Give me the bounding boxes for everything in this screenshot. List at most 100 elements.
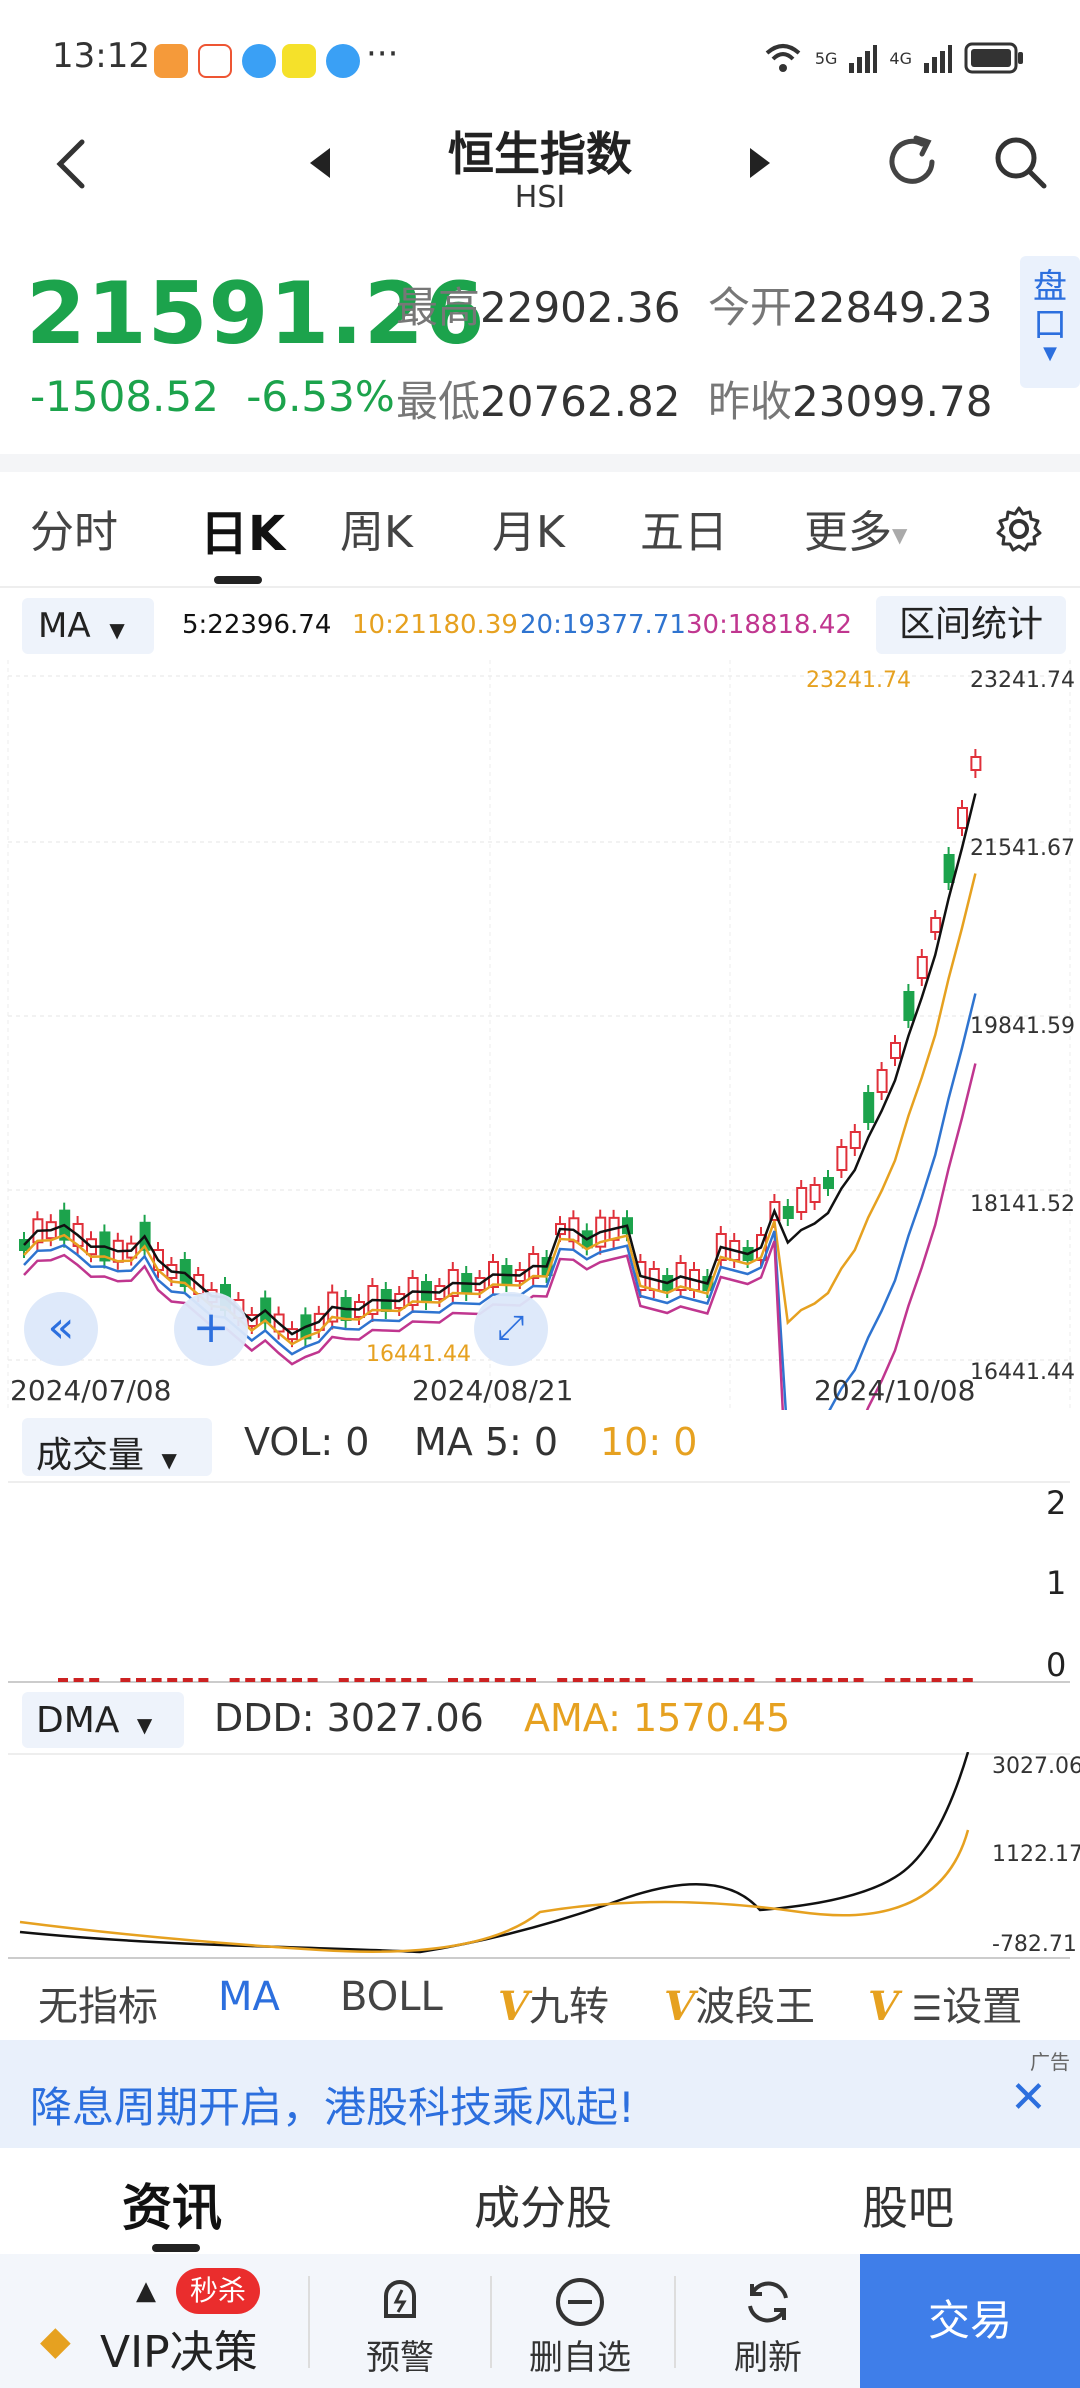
- indicator-boll[interactable]: BOLL: [340, 1974, 443, 2020]
- indicator-ma[interactable]: MA: [218, 1974, 280, 2020]
- vol-ma5-value: MA 5: 0: [414, 1420, 559, 1464]
- divider: [674, 2276, 676, 2368]
- volume-indicator-select[interactable]: 成交量 ▼: [22, 1418, 212, 1476]
- tab-forum[interactable]: 股吧: [862, 2181, 954, 2235]
- vol-y-label: 1: [1046, 1564, 1067, 1602]
- alert-button[interactable]: 预警: [366, 2338, 434, 2378]
- trade-button[interactable]: 交易: [860, 2254, 1080, 2388]
- tab-weekly-k[interactable]: 周K: [340, 507, 413, 558]
- vip-decision-button[interactable]: VIP决策: [100, 2327, 258, 2378]
- ma-indicator-select[interactable]: MA ▼: [22, 598, 154, 654]
- tab-monthly-k[interactable]: 月K: [492, 507, 565, 558]
- scroll-left-icon[interactable]: «: [24, 1292, 98, 1366]
- tab-five-day[interactable]: 五日: [640, 507, 728, 558]
- volume-bar: [151, 1678, 162, 1682]
- zoom-in-icon[interactable]: +: [174, 1292, 248, 1366]
- open-value: 22849.23: [792, 283, 993, 332]
- volume-bar: [838, 1678, 848, 1682]
- tab-constituents[interactable]: 成分股: [474, 2181, 612, 2235]
- volume-bar: [791, 1678, 802, 1682]
- volume-bar: [307, 1678, 318, 1682]
- volume-bar: [401, 1678, 412, 1682]
- caret-down-icon: ▼: [109, 618, 125, 642]
- y-axis-label: 18141.52: [970, 1192, 1075, 1217]
- prev-stock-icon[interactable]: [306, 146, 334, 180]
- price-change: -1508.52 -6.53%: [30, 372, 395, 421]
- vol-y-label: 0: [1046, 1646, 1067, 1684]
- volume-bar: [916, 1678, 926, 1682]
- volume-bar: [245, 1678, 256, 1682]
- vol-value: VOL: 0: [244, 1420, 370, 1464]
- tab-timeshare[interactable]: 分时: [30, 507, 118, 558]
- settings-gear-icon[interactable]: [994, 504, 1044, 554]
- back-icon[interactable]: [52, 136, 92, 192]
- volume-bar: [198, 1678, 209, 1682]
- volume-bar: [697, 1678, 708, 1682]
- ma-select-label: MA: [38, 606, 91, 646]
- kline-chart[interactable]: [0, 660, 1080, 1410]
- search-icon[interactable]: [990, 132, 1050, 192]
- volume-bar: [276, 1678, 287, 1682]
- ad-banner[interactable]: [0, 2040, 1080, 2148]
- tab-news[interactable]: 资讯: [122, 2179, 222, 2237]
- caret-down-icon: ▼: [136, 1713, 153, 1737]
- high-marker-label: 23241.74: [806, 668, 911, 693]
- candle: [823, 1177, 834, 1189]
- prev-close-label: 昨收: [708, 377, 793, 426]
- pankou-button[interactable]: 盘口 ▼: [1020, 256, 1080, 388]
- volume-bar: [884, 1678, 895, 1682]
- candle: [809, 1184, 821, 1203]
- ma5-value: 5:22396.74: [182, 610, 332, 640]
- pankou-label: 盘口: [1033, 267, 1067, 345]
- volume-bar: [229, 1678, 240, 1682]
- current-price: 21591.26: [26, 264, 486, 364]
- tab-daily-k[interactable]: 日K: [200, 506, 286, 562]
- status-time: 13:12: [52, 36, 150, 76]
- divider: [0, 586, 1080, 588]
- status-bar: 13:12 ··· 5G 4G: [0, 0, 1080, 110]
- divider: [490, 2276, 492, 2368]
- active-tab-indicator: [152, 2244, 200, 2252]
- ma5-line: [23, 793, 977, 1336]
- ad-tag: 广告: [1030, 2050, 1070, 2074]
- ma10-line: [23, 873, 977, 1346]
- volume-bar: [58, 1678, 68, 1682]
- volume-bar: [338, 1678, 349, 1682]
- high-stat: 最高22902.36: [396, 274, 680, 335]
- tab-more[interactable]: 更多▼: [804, 496, 907, 560]
- volume-bar: [448, 1678, 458, 1682]
- next-stock-icon[interactable]: [746, 146, 774, 180]
- refresh-icon: [748, 2281, 788, 2323]
- ma20-value: 20:19377.71: [520, 610, 686, 640]
- list-settings-icon: ☰: [911, 1989, 943, 2029]
- volume-bar: [494, 1678, 505, 1682]
- candle: [890, 1042, 901, 1059]
- indicator-settings[interactable]: V ☰设置: [868, 1974, 1022, 2032]
- volume-bar: [572, 1678, 583, 1682]
- range-stats-button[interactable]: 区间统计: [876, 596, 1066, 654]
- volume-bar: [479, 1678, 490, 1682]
- ddd-line: [19, 1752, 970, 1954]
- volume-bar: [728, 1678, 739, 1682]
- system-icons: 5G 4G: [763, 38, 1024, 78]
- indicator-none[interactable]: 无指标: [38, 1984, 158, 2030]
- indicator-boduanwang[interactable]: V波段王: [664, 1974, 815, 2032]
- remove-watchlist-button[interactable]: 删自选: [529, 2338, 631, 2378]
- indicator-jiuzhuan[interactable]: V九转: [498, 1974, 609, 2032]
- page-subtitle: HSI: [514, 180, 566, 215]
- page-title: 恒生指数: [448, 127, 632, 181]
- volume-bar: [182, 1678, 193, 1682]
- dma-indicator-select[interactable]: DMA ▼: [22, 1692, 184, 1748]
- refresh-button[interactable]: 刷新: [734, 2338, 802, 2378]
- volume-select-label: 成交量: [36, 1435, 145, 1476]
- refresh-icon[interactable]: [882, 132, 942, 192]
- ad-text[interactable]: 降息周期开启，港股科技乘风起!: [30, 2083, 635, 2132]
- network-4g-label: 4G: [889, 48, 912, 68]
- active-tab-indicator: [214, 576, 262, 584]
- open-stat: 今开22849.23: [708, 274, 992, 335]
- battery-icon: [964, 42, 1023, 74]
- close-icon[interactable]: ✕: [1010, 2072, 1047, 2123]
- volume-bar: [510, 1678, 521, 1682]
- fullscreen-icon[interactable]: ⤢: [474, 1292, 548, 1366]
- volume-bar: [370, 1678, 380, 1682]
